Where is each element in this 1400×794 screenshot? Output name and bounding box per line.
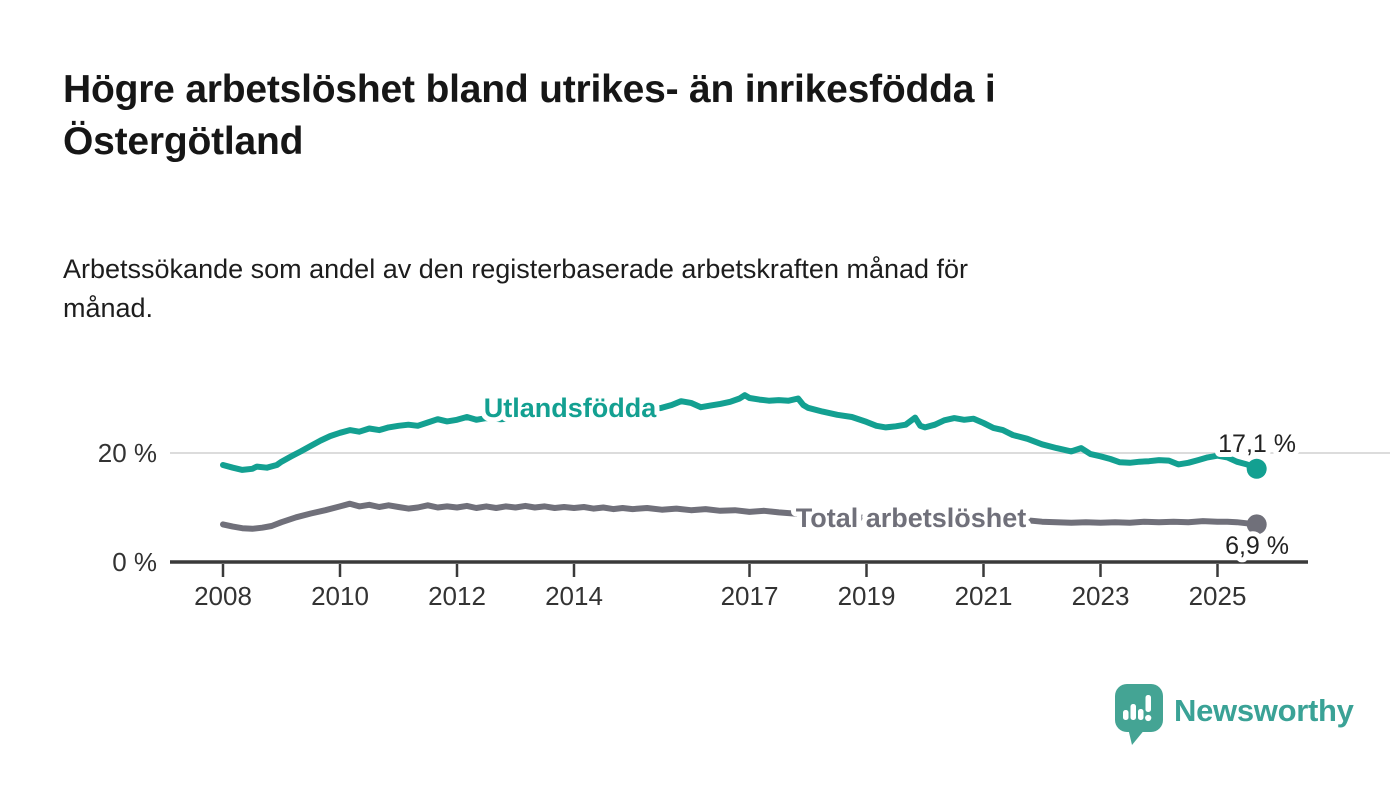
x-tick-label: 2025 bbox=[1189, 581, 1247, 611]
line-chart-svg: 2008 2010 2012 2014 2017 2019 2021 2023 2025 0 % 2… bbox=[98, 388, 1390, 611]
newsworthy-logo-icon bbox=[1115, 684, 1163, 745]
y-tick-label: 20 % bbox=[98, 438, 157, 468]
chart-subtitle: Arbetssökande som andel av den registerb… bbox=[63, 254, 969, 323]
series-endpoint-dot-total-arbetsloshet bbox=[1246, 514, 1267, 535]
newsworthy-brand-text: Newsworthy bbox=[1174, 693, 1354, 728]
series-line-utlandsfodda bbox=[220, 392, 1260, 473]
x-tick-label: 2008 bbox=[194, 581, 252, 611]
series-line-total-arbetsloshet bbox=[220, 500, 1260, 532]
x-tick-label: 2010 bbox=[311, 581, 369, 611]
x-tick-label: 2019 bbox=[838, 581, 896, 611]
x-tick-label: 2021 bbox=[955, 581, 1013, 611]
x-tick-label: 2014 bbox=[545, 581, 603, 611]
chart-title: Högre arbetslöshet bland utrikes- än inr… bbox=[63, 68, 996, 164]
series-label-utlandsfodda: Utlandsfödda bbox=[484, 393, 657, 423]
end-value-label-total-arbetsloshet: 6,9 % bbox=[1225, 532, 1289, 560]
y-tick-label: 0 % bbox=[112, 547, 157, 577]
x-tick-label: 2017 bbox=[721, 581, 779, 611]
series-endpoint-dot-utlandsfodda bbox=[1246, 458, 1267, 479]
x-tick-label: 2023 bbox=[1072, 581, 1130, 611]
newsworthy-logo: Newsworthy bbox=[1115, 684, 1354, 746]
x-tick-label: 2012 bbox=[428, 581, 486, 611]
line-chart: 2008 2010 2012 2014 2017 2019 2021 2023 2025 0 % 2… bbox=[0, 370, 1400, 670]
end-value-label-utlandsfodda: 17,1 % bbox=[1218, 430, 1296, 458]
series-label-total-arbetsloshet: Total arbetslöshet bbox=[796, 503, 1027, 533]
